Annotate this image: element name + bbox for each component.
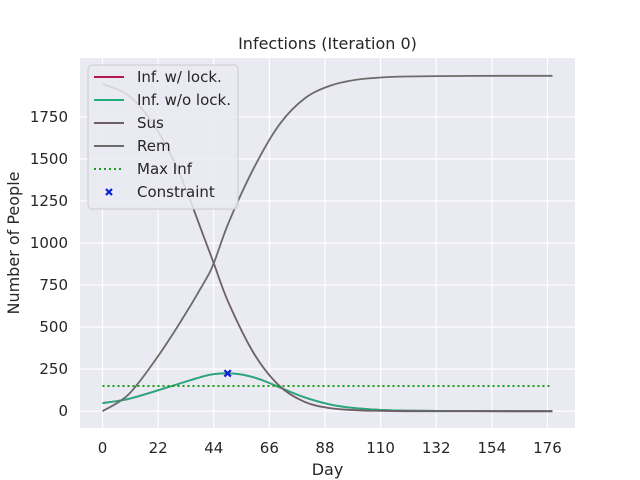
x-tick-label: 88: [315, 439, 334, 457]
y-tick-label: 250: [39, 360, 68, 378]
y-tick-label: 1250: [30, 192, 68, 210]
x-tick-label: 0: [98, 439, 108, 457]
legend-label-sus: Sus: [137, 114, 164, 132]
legend-label-max-inf: Max Inf: [137, 160, 193, 178]
legend-marker-constraint: [105, 188, 113, 196]
y-tick-label: 1750: [30, 108, 68, 126]
y-axis-title: Number of People: [4, 171, 23, 314]
series-layer: [102, 74, 553, 413]
legend-label-inf-w-o-lock: Inf. w/o lock.: [137, 91, 231, 109]
y-tick-label: 1000: [30, 234, 68, 252]
legend: Inf. w/ lock. Inf. w/o lock. Sus Rem Max Inf…: [87, 64, 239, 210]
series-line-rem: [102, 74, 553, 412]
y-tick-label: 500: [39, 318, 68, 336]
x-tick-label: 132: [422, 439, 451, 457]
legend-label-constraint: Constraint: [137, 183, 215, 201]
x-axis-title: Day: [312, 460, 344, 479]
x-tick-label: 154: [478, 439, 507, 457]
legend-label-rem: Rem: [137, 137, 171, 155]
chart-title: Infections (Iteration 0): [238, 34, 417, 53]
legend-box: [87, 64, 239, 210]
constraint-marker: [223, 369, 232, 378]
y-tick-label: 750: [39, 276, 68, 294]
x-tick-label: 22: [149, 439, 168, 457]
y-tick-label: 0: [58, 402, 68, 420]
legend-label-inf-w-lock: Inf. w/ lock.: [137, 68, 222, 86]
x-tick-label: 176: [533, 439, 562, 457]
x-tick-label: 44: [204, 439, 223, 457]
x-tick-labels: 0 22 44 66 88 110 132 154 176: [98, 439, 562, 457]
points-layer: [223, 369, 232, 378]
x-tick-label: 110: [366, 439, 395, 457]
y-tick-labels: 0 250 500 750 1000 1250 1500 1750: [30, 108, 68, 420]
y-tick-label: 1500: [30, 150, 68, 168]
x-tick-label: 66: [260, 439, 279, 457]
